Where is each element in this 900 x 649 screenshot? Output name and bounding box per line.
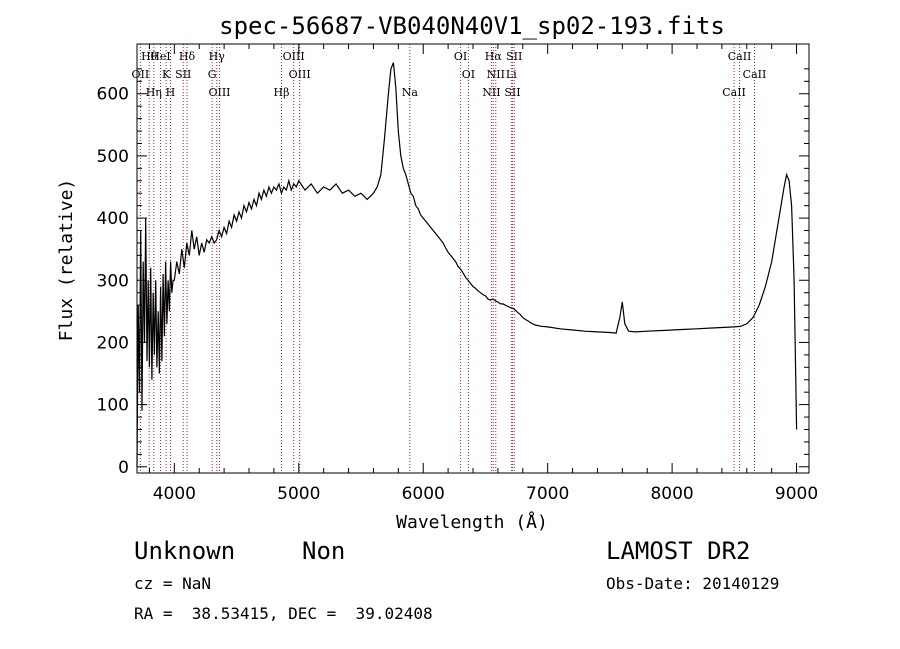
line-marker-label: Hδ	[179, 50, 196, 63]
line-marker-label: OI	[462, 68, 475, 81]
x-tick-label: 9000	[775, 484, 818, 504]
emission-line-markers	[139, 44, 755, 473]
y-tick-label: 300	[97, 271, 129, 291]
y-tick-label: 200	[97, 333, 129, 353]
line-marker-label: OIII	[283, 50, 305, 63]
line-marker-label: Hη	[146, 86, 162, 99]
y-tick-label: 500	[97, 147, 129, 167]
line-marker-label: Hα	[485, 50, 503, 63]
spectrum-chart: spec-56687-VB040N40V1_sp02-193.fits Hθ OI…	[56, 12, 818, 533]
object-subclass: Non	[302, 537, 346, 565]
line-marker-label: H	[166, 86, 176, 99]
y-tick-label: 600	[97, 85, 129, 105]
line-marker-label: G	[208, 68, 217, 81]
y-tick-label: 100	[97, 396, 129, 416]
line-marker-label: SII	[504, 86, 520, 99]
x-tick-label: 6000	[402, 484, 445, 504]
plot-frame	[136, 43, 810, 474]
x-axis-label: Wavelength (Å)	[396, 511, 548, 533]
x-tick-label: 4000	[153, 484, 196, 504]
y-tick-label: 0	[118, 458, 129, 478]
y-tick-label: 400	[97, 209, 129, 229]
spectrum-line	[136, 62, 798, 467]
line-marker-label: CaII	[743, 68, 767, 81]
line-marker-label: OII	[132, 68, 150, 81]
object-class: Unknown	[134, 537, 236, 565]
x-tick-label: 7000	[526, 484, 569, 504]
coordinates: RA = 38.53415, DEC = 39.02408	[134, 604, 433, 623]
emission-line-labels: Hθ OII Hη HeI KH Hδ SII OIII Hγ G Hβ OIII OIII Na OI OI…	[132, 50, 767, 99]
line-marker-label: OIII	[289, 68, 311, 81]
y-axis-label: Flux (relative)	[56, 179, 77, 342]
axes: 4000 5000 6000 7000 8000 9000 0 100 200 300 400 500…	[97, 43, 818, 504]
line-marker-label: Hθ	[141, 50, 158, 63]
spectrum-plot	[136, 62, 798, 467]
line-marker-label: SII	[175, 68, 191, 81]
line-marker-label: Na	[402, 86, 419, 99]
line-marker-label: Li	[506, 68, 517, 81]
x-tick-label: 8000	[650, 484, 693, 504]
redshift-cz: cz = NaN	[134, 574, 212, 593]
line-marker-label: K	[162, 68, 171, 81]
line-marker-label: Hβ	[274, 86, 290, 99]
x-tick-label: 5000	[277, 484, 320, 504]
line-marker-label: NII	[487, 68, 505, 81]
line-marker-label: Hγ	[209, 50, 226, 63]
line-marker-label: HeI	[150, 50, 170, 63]
chart-title: spec-56687-VB040N40V1_sp02-193.fits	[219, 12, 725, 40]
line-marker-label: SII	[506, 50, 522, 63]
line-marker-label: OIII	[208, 86, 230, 99]
observation-date: Obs-Date: 20140129	[606, 574, 780, 593]
line-marker-label: NII	[482, 86, 500, 99]
survey-name: LAMOST DR2	[606, 537, 751, 565]
line-marker-label: CaII	[728, 50, 752, 63]
line-marker-label: OI	[454, 50, 467, 63]
line-marker-label: CaII	[722, 86, 746, 99]
